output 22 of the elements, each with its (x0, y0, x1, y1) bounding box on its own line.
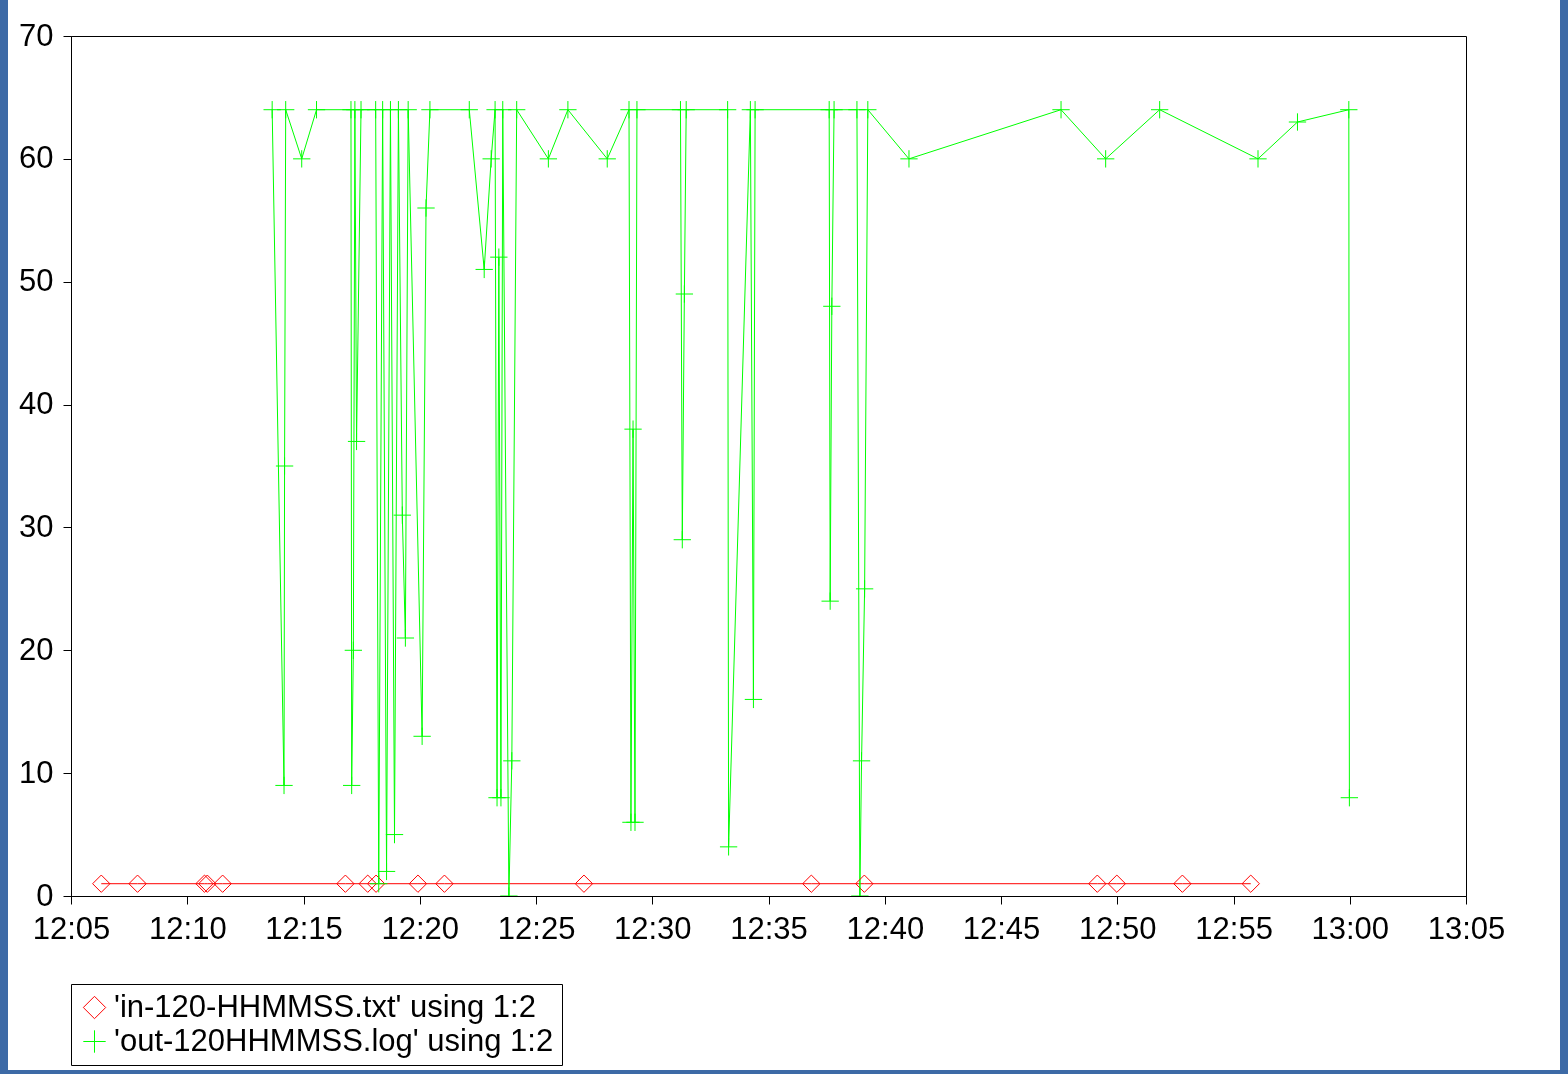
x-tick-label: 12:20 (381, 910, 460, 946)
y-tick-label: 60 (19, 140, 54, 176)
x-tick-label: 13:00 (1311, 910, 1390, 946)
x-tick-label: 12:55 (1195, 910, 1273, 946)
y-tick-label: 50 (19, 263, 54, 299)
y-tick-label: 70 (19, 17, 54, 53)
x-tick-label: 12:30 (614, 910, 692, 946)
x-tick-label: 12:05 (32, 910, 111, 946)
x-tick-label: 12:35 (730, 910, 808, 946)
y-tick-label: 40 (19, 386, 54, 422)
x-tick-label: 12:40 (846, 910, 925, 946)
x-tick-label: 12:10 (149, 910, 227, 946)
y-tick-label: 20 (19, 631, 54, 667)
legend-label: 'in-120-HHMMSS.txt' using 1:2 (114, 988, 536, 1024)
x-tick-label: 12:50 (1078, 910, 1157, 946)
x-tick-label: 12:15 (265, 910, 343, 946)
y-tick-label: 0 (36, 877, 54, 913)
y-tick-label: 30 (19, 508, 54, 544)
x-tick-label: 13:05 (1427, 910, 1506, 946)
y-tick-label: 10 (19, 754, 54, 790)
x-tick-label: 12:25 (497, 910, 576, 946)
x-tick-label: 12:45 (962, 910, 1041, 946)
